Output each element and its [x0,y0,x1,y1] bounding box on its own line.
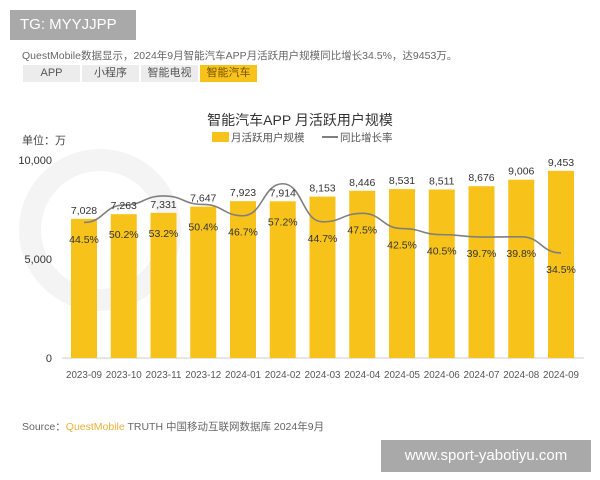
bar [309,196,336,358]
bar-value-label: 7,647 [190,193,216,205]
x-tick-label: 2023-09 [66,370,102,381]
bar-value-label: 8,446 [349,177,375,189]
bar [110,214,137,358]
bar-value-label: 8,511 [429,175,455,187]
legend-line-label: 同比增长率 [340,131,393,144]
y-tick-label: 5,000 [24,254,52,266]
bar [548,170,574,358]
bar-value-label: 8,153 [309,183,335,195]
bar [349,190,376,358]
source-prefix: Source： [22,421,66,433]
growth-rate-label: 42.5% [387,240,417,252]
x-tick-label: 2024-06 [424,370,460,381]
bar-value-label: 8,676 [468,172,494,184]
bar-value-label: 7,263 [111,200,137,212]
growth-rate-label: 47.5% [347,224,377,236]
tab-mini-program[interactable]: 小程序 [82,65,139,82]
unit-label: 单位：万 [22,133,66,147]
bar-value-label: 7,923 [230,187,256,199]
x-tick-label: 2024-03 [305,370,341,381]
x-tick-label: 2024-08 [503,370,539,381]
source-footer: Source：QuestMobile TRUTH 中国移动互联网数据库 2024… [22,419,324,434]
bar-value-label: 7,914 [270,187,296,199]
x-tick-label: 2024-07 [464,370,500,381]
bar [508,179,535,358]
x-tick-label: 2023-10 [106,370,142,381]
growth-rate-label: 50.4% [188,222,218,234]
x-tick-label: 2023-11 [146,370,182,381]
growth-rate-label: 44.7% [308,233,338,245]
x-tick-label: 2024-05 [384,370,420,381]
watermark-badge-top: TG: MYYJJPP [10,10,136,40]
growth-rate-line [83,182,562,254]
chart-title: 智能汽车APP 月活跃用户规模 [207,112,393,128]
y-tick-label: 0 [46,353,52,365]
bar-value-label: 7,028 [71,205,97,217]
bar [190,206,217,358]
bar [150,212,177,358]
category-tabs: APP 小程序 智能电视 智能汽车 [23,65,257,82]
growth-rate-label: 39.7% [467,248,497,260]
growth-rate-label: 40.5% [427,246,457,258]
growth-rate-label: 57.2% [268,216,298,228]
bar [389,189,415,358]
growth-rate-label: 46.7% [228,227,258,239]
bar-value-label: 9,453 [548,157,574,169]
x-tick-label: 2024-02 [265,370,301,381]
tab-smart-tv[interactable]: 智能电视 [141,65,198,82]
x-tick-label: 2024-04 [344,370,380,381]
growth-rate-label: 34.5% [546,264,576,276]
legend-bar-swatch [212,132,229,142]
tab-app[interactable]: APP [23,65,80,82]
bar [230,201,256,358]
tab-smart-car[interactable]: 智能汽车 [200,65,257,82]
bar [269,201,296,358]
growth-rate-label: 50.2% [109,229,139,241]
bar-value-label: 8,531 [389,175,415,187]
bar-value-label: 7,331 [150,199,176,211]
x-tick-label: 2024-01 [225,370,261,381]
y-tick-label: 10,000 [18,155,52,167]
growth-rate-label: 53.2% [149,228,179,240]
bar-value-label: 9,006 [508,166,534,178]
growth-rate-label: 39.8% [506,248,536,260]
bar [71,218,97,358]
watermark-badge-bottom: www.sport-yabotiyu.com [381,440,591,472]
description-text: QuestMobile数据显示，2024年9月智能汽车APP月活跃用户规模同比增… [22,50,458,62]
legend-bar-label: 月活跃用户规模 [231,131,305,144]
source-brand: QuestMobile [65,421,125,433]
x-tick-label: 2023-12 [185,370,221,381]
x-tick-label: 2024-09 [543,370,579,381]
bar [468,186,495,358]
bar [428,189,455,358]
source-rest: TRUTH 中国移动互联网数据库 2024年9月 [124,421,325,433]
growth-rate-label: 44.5% [69,234,99,246]
